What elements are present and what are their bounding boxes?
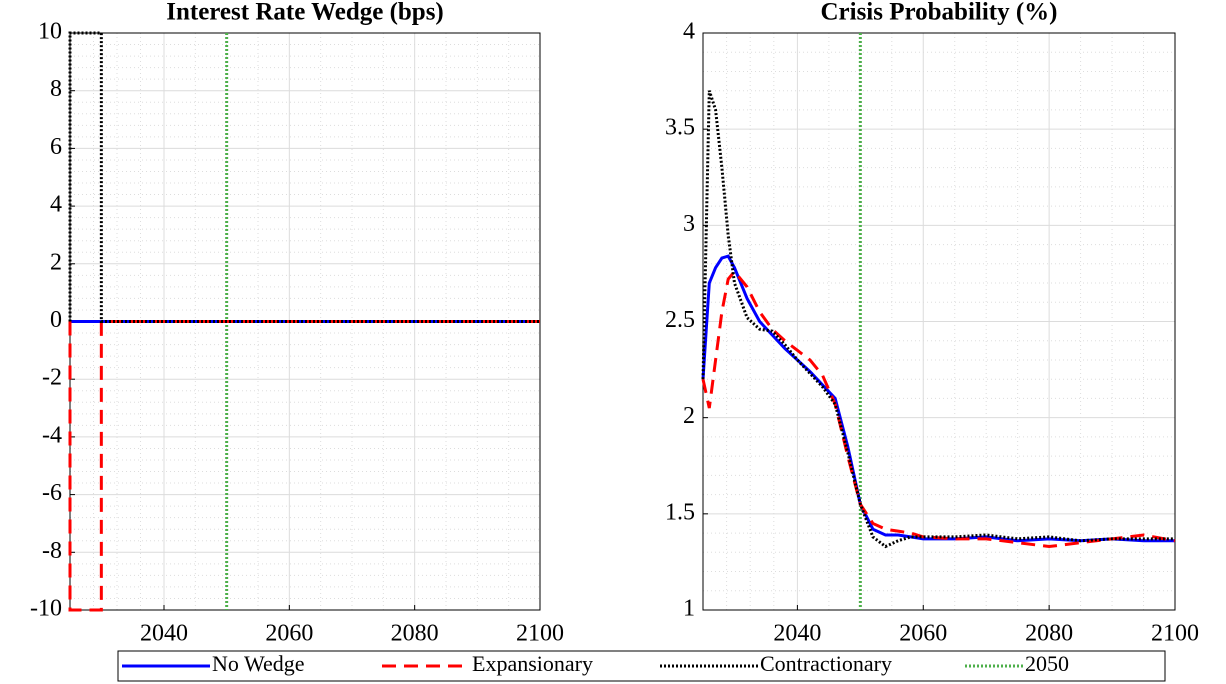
x-tick-label: 2100 [516, 621, 564, 647]
y-tick-label: 2 [50, 249, 62, 275]
y-tick-label: -8 [42, 538, 62, 564]
y-tick-label: 8 [50, 76, 62, 102]
x-tick-label: 2040 [140, 621, 188, 647]
chart-title: Interest Rate Wedge (bps) [166, 0, 444, 26]
y-tick-label: 4 [683, 19, 695, 45]
y-tick-label: -6 [42, 480, 62, 506]
y-tick-label: 0 [50, 307, 62, 333]
series-line [68, 31, 540, 323]
y-tick-label: -2 [42, 365, 62, 391]
x-tick-label: 2060 [899, 621, 947, 647]
y-tick-label: 6 [50, 134, 62, 160]
x-tick-label: 2080 [1025, 621, 1073, 647]
x-tick-label: 2060 [265, 621, 313, 647]
legend-label: Contractionary [760, 651, 892, 676]
y-tick-label: 3.5 [665, 115, 695, 141]
y-tick-label: -4 [42, 422, 62, 448]
y-tick-label: 3 [683, 211, 695, 237]
y-tick-label: 4 [50, 192, 62, 218]
y-tick-label: -10 [30, 596, 62, 622]
legend-label: Expansionary [472, 651, 593, 676]
legend-label: 2050 [1025, 651, 1069, 676]
y-tick-label: 1 [683, 596, 695, 622]
x-tick-label: 2080 [391, 621, 439, 647]
x-tick-label: 2100 [1151, 621, 1199, 647]
legend-label: No Wedge [212, 651, 305, 676]
series-line [68, 320, 540, 612]
y-tick-label: 1.5 [665, 499, 695, 525]
chart-title: Crisis Probability (%) [820, 0, 1057, 26]
y-tick-label: 2 [683, 403, 695, 429]
y-tick-label: 2.5 [665, 307, 695, 333]
y-tick-label: 10 [38, 19, 62, 45]
x-tick-label: 2040 [773, 621, 821, 647]
series-line [701, 90, 1175, 549]
series-line [701, 254, 1175, 543]
